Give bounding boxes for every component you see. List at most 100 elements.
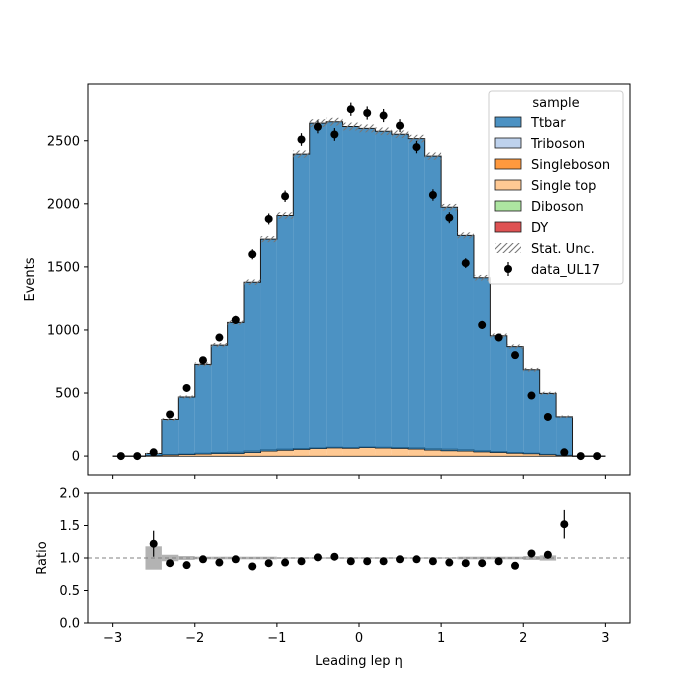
bar-ttbar (309, 123, 327, 449)
legend-entry: Single top (494, 179, 596, 194)
legend-swatch-hatch (495, 243, 521, 253)
bar-single-top (244, 451, 261, 457)
events-panel: 0 500 1000 1500 2000 2500 Events (23, 83, 631, 479)
top-y-axis: 0 500 1000 1500 2000 2500 (47, 134, 88, 465)
bar-ttbar (523, 369, 540, 454)
data-point (363, 109, 372, 118)
y-tick-label: 500 (55, 387, 80, 402)
ratio-unc-rect (211, 556, 228, 560)
ratio-point (379, 557, 388, 566)
top-plot-area (112, 102, 606, 461)
bar-single-top (211, 452, 228, 457)
bar-ttbar (539, 393, 557, 455)
ratio-point (346, 557, 355, 566)
bar-single-top (326, 447, 343, 457)
data-point (215, 333, 224, 342)
ratio-point (264, 559, 273, 568)
bar-single-top (473, 450, 491, 457)
legend-entry: Triboson (494, 137, 585, 152)
y-tick-label: 0.0 (59, 617, 80, 632)
x-tick-label: −3 (103, 631, 122, 646)
bar-single-top (227, 452, 245, 457)
data-point (281, 192, 290, 201)
x-tick-label: −1 (267, 631, 286, 646)
stat-unc-hatch (375, 127, 392, 136)
data-point (166, 410, 175, 419)
bar-ttbar (408, 138, 425, 449)
data-point (428, 190, 437, 199)
y-tick-label: 1000 (47, 323, 80, 338)
bar-ttbar (473, 277, 491, 452)
bar-single-top (441, 449, 458, 457)
legend-swatch (494, 158, 522, 170)
ratio-point (428, 557, 437, 566)
bar-ttbar (276, 215, 294, 451)
bar-single-top (457, 449, 474, 457)
x-tick-label: 2 (519, 631, 527, 646)
data-point (264, 214, 273, 223)
data-point (313, 122, 322, 131)
legend: sample Ttbar Triboson Singleboson Single top… (488, 90, 624, 285)
ratio-point (511, 561, 520, 570)
ratio-point (182, 561, 191, 570)
data-point (198, 356, 207, 365)
bar-ttbar (457, 235, 474, 452)
ratio-point (560, 520, 569, 529)
data-point (297, 135, 306, 144)
bar-ttbar (424, 156, 442, 451)
stat-unc-hatch (506, 344, 524, 349)
stat-unc-hatch (293, 150, 310, 158)
data-point (511, 351, 520, 360)
y-tick-label: 1.0 (59, 552, 80, 567)
data-point (182, 383, 191, 392)
bar-single-top (161, 454, 179, 457)
data-point (231, 315, 240, 324)
legend-label: Diboson (531, 200, 584, 215)
bar-ttbar (375, 131, 392, 448)
bar-single-top (293, 448, 310, 457)
x-tick-label: 1 (437, 631, 445, 646)
data-point (248, 250, 257, 259)
data-point (560, 448, 569, 457)
legend-swatch (494, 179, 522, 191)
bar-ttbar (161, 419, 179, 455)
data-point (330, 130, 339, 139)
bar-ttbar (556, 416, 573, 456)
ratio-point (149, 539, 158, 548)
legend-data-marker (504, 265, 512, 273)
stat-unc-hatch (260, 236, 277, 243)
data-point (412, 143, 421, 152)
data-point (445, 213, 454, 222)
bar-single-top (194, 453, 212, 457)
ratio-points (149, 509, 569, 571)
ratio-unc-rect (441, 557, 458, 559)
bar-single-top (375, 447, 392, 457)
ratio-point (527, 549, 536, 558)
bar-ttbar (227, 322, 245, 454)
stat-unc-hatch (178, 395, 195, 399)
y-tick-label: 2500 (47, 134, 80, 149)
bar-single-top (342, 447, 359, 457)
x-tick-label: −2 (185, 631, 204, 646)
x-tick-label: 0 (355, 631, 363, 646)
legend-label: Triboson (530, 137, 585, 152)
ratio-point (231, 555, 240, 564)
legend-entry: DY (494, 221, 548, 236)
ratio-point (494, 557, 503, 566)
stat-unc-hatch (556, 415, 573, 419)
ratio-point (297, 557, 306, 566)
data-points (116, 102, 602, 461)
bar-ttbar (244, 282, 261, 453)
bar-ttbar (359, 128, 376, 448)
ratio-point (478, 559, 487, 568)
bar-ttbar (194, 364, 212, 454)
stat-unc-hatch (539, 391, 557, 396)
y-tick-label: 2000 (47, 197, 80, 212)
bar-ttbar (326, 121, 343, 448)
legend-swatch (494, 200, 522, 212)
bar-single-top (424, 448, 442, 457)
series-ttbar (112, 121, 606, 457)
x-tick-label: 3 (601, 631, 609, 646)
legend-label: Stat. Unc. (531, 242, 595, 257)
